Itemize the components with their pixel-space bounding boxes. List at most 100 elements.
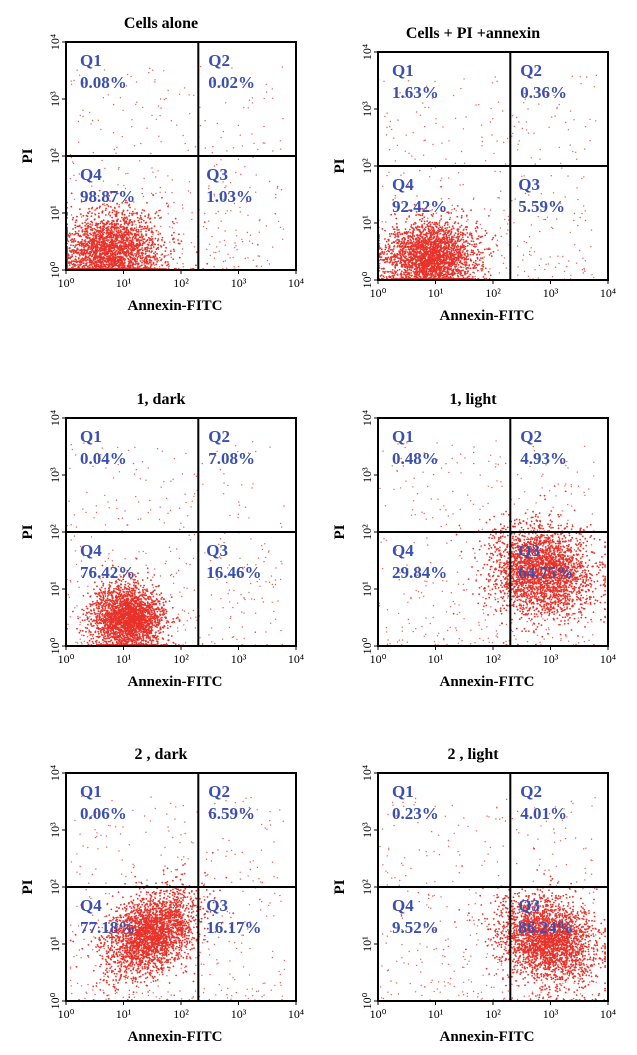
data-point — [94, 219, 96, 221]
data-point — [140, 231, 142, 233]
data-point — [169, 226, 170, 227]
data-point — [170, 253, 172, 255]
data-point — [71, 84, 72, 85]
data-point — [84, 250, 86, 252]
data-point — [131, 221, 133, 223]
data-point — [156, 258, 158, 260]
data-point — [235, 230, 236, 231]
data-point — [103, 266, 105, 268]
data-point — [451, 236, 453, 238]
data-point — [472, 268, 474, 270]
data-point — [393, 255, 395, 257]
data-point — [110, 237, 112, 239]
data-point — [100, 221, 102, 223]
data-point — [482, 261, 484, 263]
data-point — [87, 225, 89, 227]
data-point — [113, 224, 115, 226]
data-point — [128, 254, 130, 256]
data-point — [278, 221, 279, 222]
data-point — [75, 256, 77, 258]
data-point — [178, 233, 180, 235]
data-point — [77, 244, 79, 246]
data-point — [141, 255, 143, 257]
data-point — [460, 270, 462, 272]
data-point — [455, 232, 457, 234]
data-point — [479, 242, 481, 244]
data-point — [106, 233, 108, 235]
data-point — [87, 212, 89, 214]
data-point — [152, 172, 153, 173]
data-point — [225, 213, 226, 214]
data-point — [102, 223, 104, 225]
data-point — [98, 120, 99, 121]
data-point — [106, 228, 108, 230]
data-point — [95, 252, 97, 254]
data-point — [450, 273, 452, 275]
data-point — [139, 239, 141, 241]
data-point — [119, 247, 121, 249]
data-point — [96, 238, 98, 240]
data-point — [98, 213, 100, 215]
data-point — [109, 215, 111, 217]
data-point — [384, 272, 386, 274]
data-point — [220, 159, 221, 160]
data-point — [181, 240, 183, 242]
data-point — [79, 208, 81, 210]
data-point — [459, 226, 461, 228]
data-point — [141, 233, 143, 235]
data-point — [109, 242, 111, 244]
data-point — [453, 236, 455, 238]
data-point — [450, 247, 452, 249]
data-point — [165, 98, 166, 99]
data-point — [87, 244, 89, 246]
data-point — [73, 80, 74, 81]
data-point — [167, 263, 169, 265]
data-point — [103, 232, 105, 234]
data-point — [97, 246, 99, 248]
data-point — [117, 235, 119, 237]
data-point — [206, 249, 207, 250]
data-point — [129, 240, 131, 242]
data-point — [86, 227, 88, 229]
data-point — [92, 266, 94, 268]
data-point — [183, 233, 184, 234]
data-point — [390, 249, 392, 251]
data-point — [71, 157, 72, 158]
data-point — [434, 236, 436, 238]
data-point — [131, 215, 132, 216]
data-point — [114, 240, 115, 241]
data-point — [100, 263, 102, 265]
data-point — [236, 235, 237, 236]
data-point — [146, 249, 148, 251]
data-point — [80, 115, 81, 116]
data-point — [252, 97, 253, 98]
data-point — [386, 271, 388, 273]
data-point — [404, 269, 406, 271]
data-point — [71, 80, 72, 81]
data-point — [145, 222, 147, 224]
data-point — [112, 248, 114, 250]
quadrant-q1-value: 0.08% — [80, 73, 127, 92]
data-point — [461, 217, 463, 219]
data-point — [124, 240, 126, 242]
data-point — [91, 222, 93, 224]
data-point — [390, 253, 392, 255]
data-point — [83, 265, 85, 267]
data-point — [156, 211, 158, 213]
data-point — [481, 270, 483, 272]
data-point — [157, 238, 159, 240]
data-point — [129, 231, 131, 233]
data-point — [86, 231, 88, 233]
data-point — [168, 254, 169, 255]
chart-title: Cells + PI +annexin — [406, 25, 540, 42]
data-point — [282, 66, 283, 67]
data-point — [206, 228, 207, 229]
data-point — [266, 225, 267, 226]
data-point — [154, 217, 156, 219]
data-point — [161, 197, 163, 199]
data-point — [460, 253, 462, 255]
data-point — [95, 234, 97, 236]
data-point — [125, 242, 127, 244]
data-point — [107, 266, 109, 268]
data-point — [391, 233, 393, 235]
